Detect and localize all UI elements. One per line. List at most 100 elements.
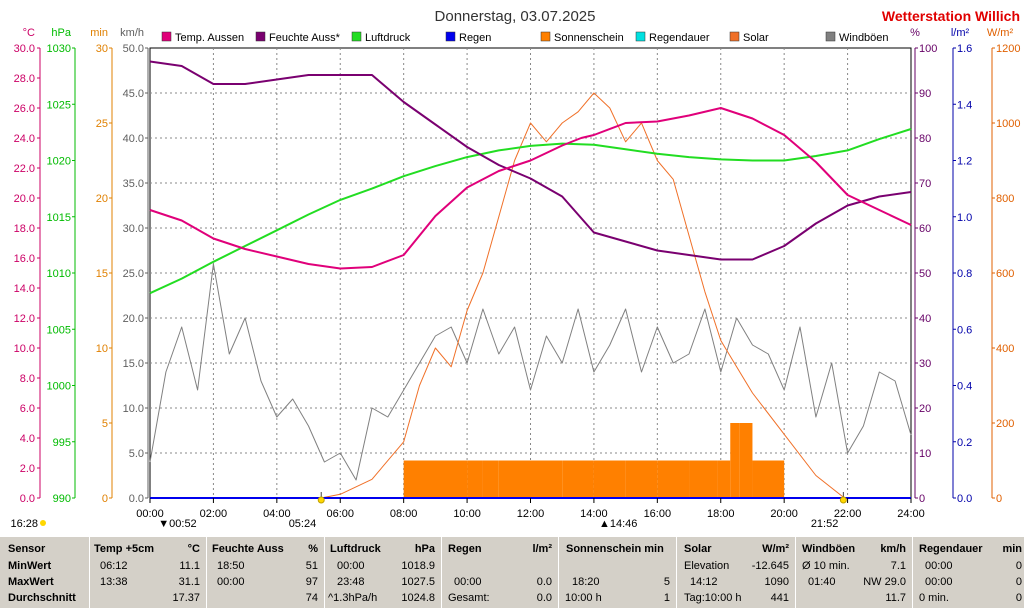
- temp-tick-label: 30.0: [14, 43, 35, 55]
- wm2-tick-label: 1000: [996, 118, 1020, 130]
- time-tick-label: 06:00: [326, 508, 354, 520]
- series-luftdruck: [149, 128, 912, 295]
- time-tick-label: 14:00: [580, 508, 608, 520]
- legend-label: Temp. Aussen: [175, 32, 244, 44]
- stats-regendauer-header: Regendauer: [919, 543, 983, 555]
- series-feuchte-auss: [149, 60, 912, 261]
- temp-tick-label: 10.0: [14, 343, 35, 355]
- pct-tick-label: 40: [919, 313, 931, 325]
- min-tick-label: 30: [96, 43, 108, 55]
- stats-feuchte-min-time: 18:50: [217, 560, 245, 572]
- stats-wind-avg10-label: Ø 10 min.: [802, 560, 850, 572]
- stats-regendauer-avg: 0: [1015, 592, 1022, 604]
- hpa-tick-label: 1000: [47, 381, 71, 393]
- stats-temp-avg: 17.37: [172, 592, 200, 604]
- wm2-tick-label: 200: [996, 418, 1014, 430]
- temp-tick-label: 22.0: [14, 163, 35, 175]
- stats-solar-day-label: Tag:10:00 h: [684, 592, 742, 604]
- min-tick-label: 5: [102, 418, 108, 430]
- stats-luftdruck-avg: 1024.8: [401, 592, 435, 604]
- hpa-tick-label: 1015: [47, 212, 71, 224]
- sunshine-bar: [657, 460, 690, 498]
- time-tick-label: 22:00: [834, 508, 862, 520]
- wm2-tick-label: 1200: [996, 43, 1020, 55]
- stats-luftdruck-min-val: 1018.9: [401, 560, 435, 572]
- legend-swatch: [540, 31, 551, 42]
- stats-wind-avg10: 7.1: [890, 560, 906, 572]
- stats-col-feuchte: Feuchte Auss % 18:50 51 00:00 97 74: [207, 537, 324, 608]
- stats-feuchte-max-time: 00:00: [217, 576, 245, 588]
- stats-solar-elevation-label: Elevation: [684, 560, 730, 572]
- min-axis-unit: min: [90, 27, 108, 39]
- legend-label: Regendauer: [649, 32, 710, 44]
- kmh-tick-label: 40.0: [123, 133, 144, 145]
- sunshine-bar: [562, 460, 594, 498]
- pct-tick-label: 30: [919, 358, 931, 370]
- hpa-tick-label: 995: [53, 437, 71, 449]
- stats-solar-max-val: 1090: [764, 576, 789, 588]
- min-tick-label: 25: [96, 118, 108, 130]
- min-tick-label: 0: [102, 493, 108, 505]
- lm2-tick-label: 1.4: [957, 99, 972, 111]
- lm2-axis-unit: l/m²: [951, 27, 970, 39]
- stats-regendauer-unit: min: [1002, 543, 1022, 555]
- legend-swatch: [825, 31, 836, 42]
- sunshine-bar: [403, 460, 468, 498]
- moon-up-label: ▲14:46: [599, 518, 637, 530]
- stats-temp-min-val: 11.1: [179, 560, 200, 572]
- hpa-tick-label: 1025: [47, 99, 71, 111]
- time-tick-label: 12:00: [517, 508, 545, 520]
- pct-tick-label: 0: [919, 493, 925, 505]
- row-label-sensor: Sensor: [8, 543, 46, 555]
- sunshine-bar: [467, 460, 483, 498]
- stats-solar-max-time: 14:12: [690, 576, 718, 588]
- pct-tick-label: 90: [919, 88, 931, 100]
- temp-tick-label: 24.0: [14, 133, 35, 145]
- legend-swatch: [161, 31, 172, 42]
- stats-feuchte-unit: %: [308, 543, 318, 555]
- series-windb-en: [149, 263, 912, 481]
- stats-regen-unit: l/m²: [532, 543, 552, 555]
- temp-tick-label: 0.0: [20, 493, 35, 505]
- legend-swatch: [635, 31, 646, 42]
- stats-wind-unit: km/h: [880, 543, 906, 555]
- stats-solar-header: Solar: [684, 543, 712, 555]
- stats-col-temp: Temp +5cm °C 06:12 11.1 13:38 31.1 17.37: [90, 537, 206, 608]
- sunshine-bar: [593, 460, 626, 498]
- stats-temp-unit: °C: [187, 543, 200, 555]
- temp-tick-label: 8.0: [20, 373, 35, 385]
- temp-tick-label: 16.0: [14, 253, 35, 265]
- row-label-avg: Durchschnitt: [8, 592, 76, 604]
- wm2-axis-unit: W/m²: [987, 27, 1014, 39]
- chart-title: Donnerstag, 03.07.2025: [435, 8, 596, 25]
- sunshine-bar: [739, 423, 753, 498]
- kmh-tick-label: 35.0: [123, 178, 144, 190]
- legend-swatch: [729, 31, 740, 42]
- lm2-tick-label: 1.6: [957, 43, 972, 55]
- moon-left-label: 16:28: [10, 518, 38, 530]
- stats-sonne-max-time: 18:20: [572, 576, 600, 588]
- wm2-tick-label: 400: [996, 343, 1014, 355]
- pct-tick-label: 20: [919, 403, 931, 415]
- station-name: Wetterstation Willich: [882, 8, 1020, 24]
- lm2-tick-label: 1.2: [957, 156, 972, 168]
- stats-luftdruck-max-val: 1027.5: [401, 576, 435, 588]
- stats-feuchte-min-val: 51: [305, 560, 318, 572]
- legend-swatch: [445, 31, 456, 42]
- stats-solar-avg: 441: [770, 592, 789, 604]
- temp-axis-unit: °C: [23, 27, 35, 39]
- pct-tick-label: 50: [919, 268, 931, 280]
- stats-col-wind: Windböen km/h Ø 10 min. 7.1 01:40 NW 29.…: [796, 537, 912, 608]
- legend-swatch: [255, 31, 266, 42]
- time-tick-label: 16:00: [644, 508, 672, 520]
- sunshine-bar: [730, 423, 740, 498]
- pct-tick-label: 80: [919, 133, 931, 145]
- sunrise-label: 05:24: [289, 518, 317, 530]
- hpa-tick-label: 990: [53, 493, 71, 505]
- stats-regen-header: Regen: [448, 543, 482, 555]
- time-tick-label: 04:00: [263, 508, 291, 520]
- temp-tick-label: 12.0: [14, 313, 35, 325]
- kmh-tick-label: 0.0: [129, 493, 144, 505]
- temp-tick-label: 20.0: [14, 193, 35, 205]
- kmh-tick-label: 10.0: [123, 403, 144, 415]
